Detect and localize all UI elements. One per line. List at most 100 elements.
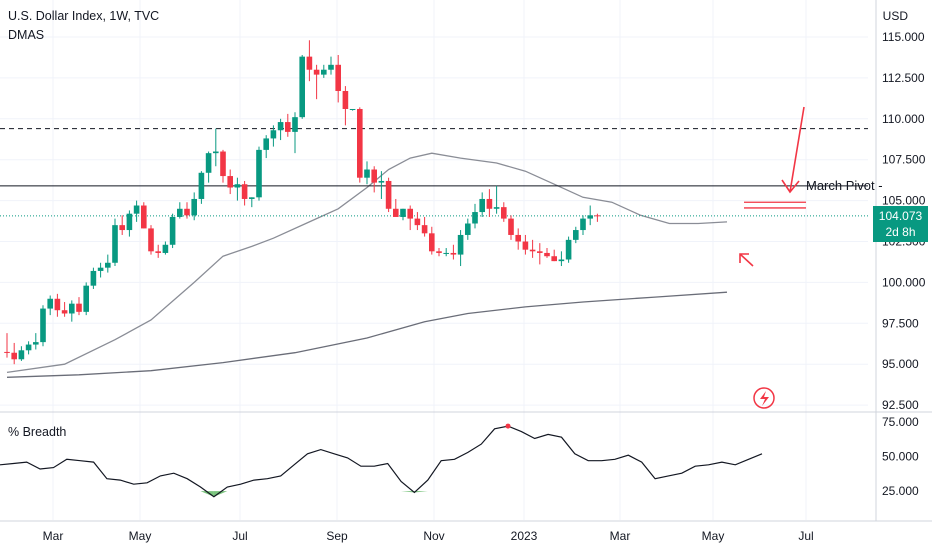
candle-body <box>342 90 349 109</box>
candle-body <box>306 56 313 70</box>
last-price-value: 104.073 <box>878 209 923 223</box>
time-tick-label: Jul <box>232 529 247 543</box>
candle-body <box>184 208 190 216</box>
candle-body <box>493 207 500 209</box>
candle-body <box>565 239 572 260</box>
breadth-tick-label: 25.000 <box>882 484 919 498</box>
breadth-oversold-fill <box>401 491 415 493</box>
candle-body <box>241 184 248 199</box>
breadth-label[interactable]: % Breadth <box>8 425 67 439</box>
candle-body <box>537 251 543 253</box>
candle-body <box>551 256 557 262</box>
candle-body <box>191 198 197 216</box>
candle-body <box>227 176 233 188</box>
candle-body <box>47 298 53 309</box>
candle-body <box>133 205 140 214</box>
time-tick-label: Sep <box>326 529 348 543</box>
candle-body <box>169 216 176 245</box>
candle-body <box>69 303 75 314</box>
candle-body <box>522 241 529 250</box>
down-arrow-annotation <box>781 106 805 194</box>
last-price-badge: 104.073 2d 8h <box>873 206 928 242</box>
candle-body <box>285 122 291 132</box>
price-tick-label: 92.500 <box>882 398 919 412</box>
candle-body <box>349 108 356 110</box>
breadth-pane <box>0 423 763 498</box>
breadth-oversold-fill <box>200 491 214 497</box>
candle-body <box>119 225 125 231</box>
price-tick-label: 95.000 <box>882 357 919 371</box>
candle-body <box>407 208 413 219</box>
breadth-oversold-fill <box>213 491 228 497</box>
candle-body <box>328 64 334 70</box>
candle-body <box>220 151 226 177</box>
price-tick-label: 105.000 <box>882 194 926 208</box>
time-axis[interactable]: Mar May Jul Sep Nov 2023 Mar May Jul <box>43 529 814 543</box>
candle-body <box>472 212 478 224</box>
indicator-label[interactable]: DMAS <box>8 28 45 42</box>
candle-body <box>162 244 169 253</box>
price-tick-label: 112.500 <box>882 71 925 85</box>
candle-body <box>421 225 428 234</box>
ma-200-path <box>6 291 728 378</box>
candle-body <box>97 267 104 271</box>
candle-body <box>249 197 255 199</box>
candle-body <box>479 198 485 213</box>
candle-body <box>450 252 457 255</box>
breadth-oversold-fill <box>414 491 428 493</box>
candle-body <box>83 285 89 312</box>
flash-bolt-icon <box>760 391 769 406</box>
price-tick-label: 97.500 <box>882 316 919 330</box>
currency-label[interactable]: USD <box>882 9 908 23</box>
candle-body <box>40 308 46 343</box>
candle-body <box>198 172 205 199</box>
candle-body <box>277 122 284 131</box>
candle-body <box>90 270 97 286</box>
candle-body <box>141 205 147 229</box>
candle-body <box>148 228 154 252</box>
candle-body <box>61 310 68 314</box>
ma-200-line <box>6 291 728 378</box>
candle-body <box>580 218 586 231</box>
candle-body <box>558 259 565 262</box>
bar-countdown: 2d 8h <box>885 225 916 239</box>
candle-body <box>256 149 262 198</box>
time-tick-label: Nov <box>423 529 444 543</box>
breadth-tick-label: 75.000 <box>882 415 919 429</box>
candle-body <box>18 350 25 360</box>
candle-body <box>587 215 593 219</box>
candle-body <box>465 223 471 235</box>
flash-icon <box>753 387 775 409</box>
price-tick-label: 115.000 <box>882 30 925 44</box>
candle-body <box>11 352 17 360</box>
candle-body <box>105 262 111 268</box>
time-tick-label: Jul <box>798 529 813 543</box>
candle-body <box>371 169 377 183</box>
candle-body <box>429 233 435 252</box>
candle-body <box>529 249 536 252</box>
annotations <box>739 106 806 409</box>
candle-body <box>213 151 219 154</box>
time-tick-label: Mar <box>43 529 64 543</box>
ma-50-path <box>6 152 728 374</box>
candle-body <box>378 180 385 183</box>
price-axis[interactable]: 115.000112.500110.000107.500105.000102.5… <box>882 30 926 498</box>
candle-body <box>76 303 82 312</box>
candle-body <box>414 218 421 226</box>
candle-body <box>508 218 514 235</box>
time-tick-label: May <box>129 529 152 543</box>
candle-body <box>270 130 277 139</box>
candle-body <box>112 225 118 263</box>
candle-body <box>335 64 341 91</box>
symbol-title[interactable]: U.S. Dollar Index, 1W, TVC <box>8 9 160 23</box>
candle-body <box>33 342 39 345</box>
ma-50-line <box>6 152 728 374</box>
candle-body <box>25 344 32 351</box>
candle-body <box>594 215 601 217</box>
time-tick-label: 2023 <box>511 529 538 543</box>
candle-body <box>177 208 183 217</box>
breadth-line <box>0 425 763 498</box>
candle-body <box>205 153 212 173</box>
candle-body <box>573 230 579 240</box>
